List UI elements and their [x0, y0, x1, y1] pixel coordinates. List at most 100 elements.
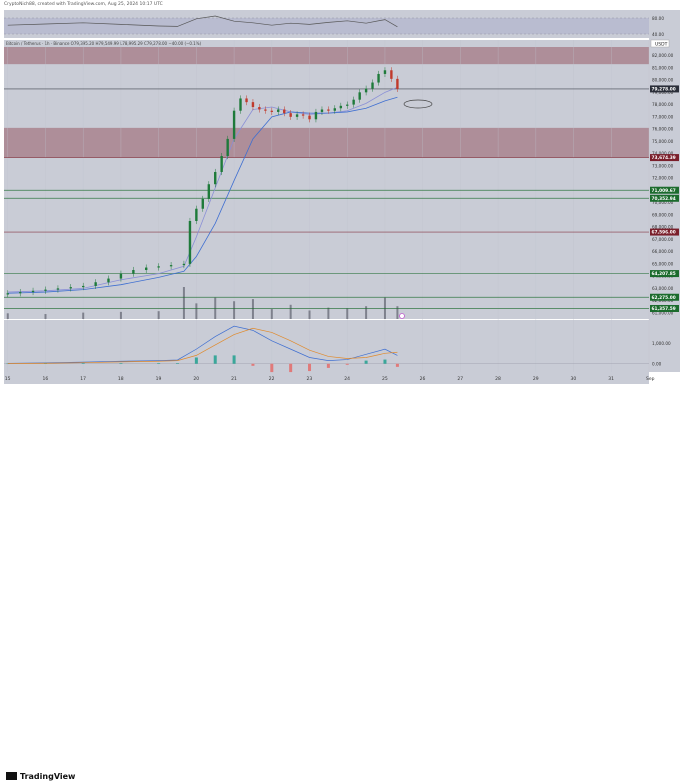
candle-body-18: [207, 184, 211, 199]
candle-body-43: [364, 88, 368, 93]
ema_fast-line: [7, 87, 398, 293]
x-tick-9: 24: [344, 376, 350, 382]
candle-body-8: [107, 278, 110, 283]
macd-hist-14: [345, 363, 349, 365]
volume-bar-1: [44, 314, 47, 319]
candle-body-28: [270, 110, 274, 112]
y-tick-9: 73,000.00: [652, 163, 674, 168]
x-tick-0: 15: [5, 376, 11, 382]
rsi-band: [4, 18, 649, 34]
macd-pane: [4, 320, 649, 372]
x-tick-2: 17: [80, 376, 86, 382]
price-chart[interactable]: Bitcoin / Tetherus · 1h · Binance O79,39…: [0, 0, 680, 384]
price-label-4: 67,596.00: [652, 230, 676, 236]
candle-body-2: [31, 290, 35, 293]
candle-body-41: [352, 99, 355, 105]
annotation-ellipse: [403, 99, 433, 109]
macd-hist-16: [383, 359, 387, 364]
y-tick-16: 66,000.00: [652, 249, 674, 254]
candle-body-20: [220, 156, 223, 172]
candle-body-47: [390, 70, 393, 79]
y-tick-12: 70,000.00: [652, 200, 674, 205]
candle-body-14: [182, 263, 186, 266]
volume-bar-2: [82, 312, 85, 319]
price-label-0: 79,278.00: [652, 87, 676, 93]
candle-body-36: [320, 109, 324, 112]
currency-label: USDT: [655, 42, 668, 48]
x-tick-11: 26: [420, 376, 426, 382]
macd-layer: 1,000.00 0.00: [4, 325, 671, 373]
macd-hist-2: [81, 363, 85, 364]
candle-body-19: [214, 171, 217, 185]
timezone-marker: [399, 313, 405, 319]
y-tick-4: 78,000.00: [652, 102, 674, 107]
price-label-box-5: [650, 270, 679, 278]
candle-body-13: [169, 265, 173, 267]
ema_slow-line: [7, 96, 398, 294]
price-label-box-3: [650, 194, 679, 202]
price-label-box-2: [650, 186, 679, 194]
y-tick-15: 67,000.00: [652, 237, 674, 242]
logo-text: TradingView: [20, 772, 76, 781]
candle-body-48: [396, 78, 399, 89]
x-tick-3: 18: [118, 376, 124, 382]
candle-body-10: [132, 269, 135, 274]
macd-hist-7: [213, 355, 217, 364]
rsi-axis-label-1: 40.00: [652, 32, 664, 37]
x-tick-12: 27: [457, 376, 463, 382]
candle-body-25: [251, 102, 255, 108]
macd-hist-6: [194, 357, 198, 364]
volume-bar-5: [182, 287, 185, 319]
price-label-7: 61,357.59: [652, 306, 676, 312]
supply-zone-1: [4, 127, 649, 158]
footer-bar: TradingView: [0, 384, 680, 781]
y-tick-13: 69,000.00: [652, 212, 674, 217]
macd-hist-17: [395, 363, 399, 367]
currency-badge: [650, 39, 670, 48]
price-label-box-7: [650, 304, 679, 312]
candle-body-39: [339, 105, 343, 109]
volume-bar-3: [119, 311, 122, 319]
chart-header-text: CryptoNich88, created with TradingView.c…: [4, 2, 163, 7]
y-tick-17: 65,000.00: [652, 261, 674, 266]
price-label-3: 70,352.94: [652, 196, 676, 202]
volume-bar-9: [251, 299, 254, 319]
candle-body-34: [308, 115, 311, 120]
price-label-5: 64,207.85: [652, 271, 676, 277]
x-tick-4: 19: [156, 376, 162, 382]
candle-body-26: [258, 107, 261, 110]
zone-layer: [4, 47, 649, 158]
rsi-layer: 80.00 40.00: [4, 15, 664, 37]
macd-hist-5: [176, 363, 180, 364]
candle-body-3: [44, 289, 47, 291]
volume-bar-4: [157, 311, 160, 319]
x-tick-1: 16: [42, 376, 48, 382]
candle-body-40: [346, 104, 349, 106]
x-tick-5: 20: [193, 376, 199, 382]
rsi-axis-label-0: 80.00: [652, 16, 664, 21]
level-layer: [4, 88, 649, 309]
y-tick-5: 77,000.00: [652, 114, 674, 119]
candle-body-33: [301, 114, 305, 116]
macd-axis-label-0: 1,000.00: [652, 341, 671, 346]
candle-body-22: [232, 110, 236, 139]
candle-body-42: [358, 92, 361, 100]
moving-average-layer: [7, 87, 398, 294]
candle-body-30: [283, 109, 286, 114]
price-label-2: 71,009.67: [652, 188, 676, 194]
price-label-box-4: [650, 228, 679, 236]
y-tick-6: 76,000.00: [652, 127, 674, 132]
candle-body-29: [277, 109, 280, 112]
candle-body-5: [69, 287, 72, 289]
candle-body-11: [145, 267, 148, 270]
x-tick-15: 30: [571, 376, 577, 382]
candle-body-27: [264, 109, 267, 111]
y-tick-2: 80,000.00: [652, 78, 674, 83]
price-label-box-1: [650, 154, 679, 162]
y-tick-14: 68,000.00: [652, 225, 674, 230]
candle-body-35: [314, 111, 318, 120]
candle-body-7: [94, 282, 97, 286]
tradingview-logo[interactable]: TradingView: [6, 772, 75, 781]
volume-bar-0: [6, 313, 9, 319]
